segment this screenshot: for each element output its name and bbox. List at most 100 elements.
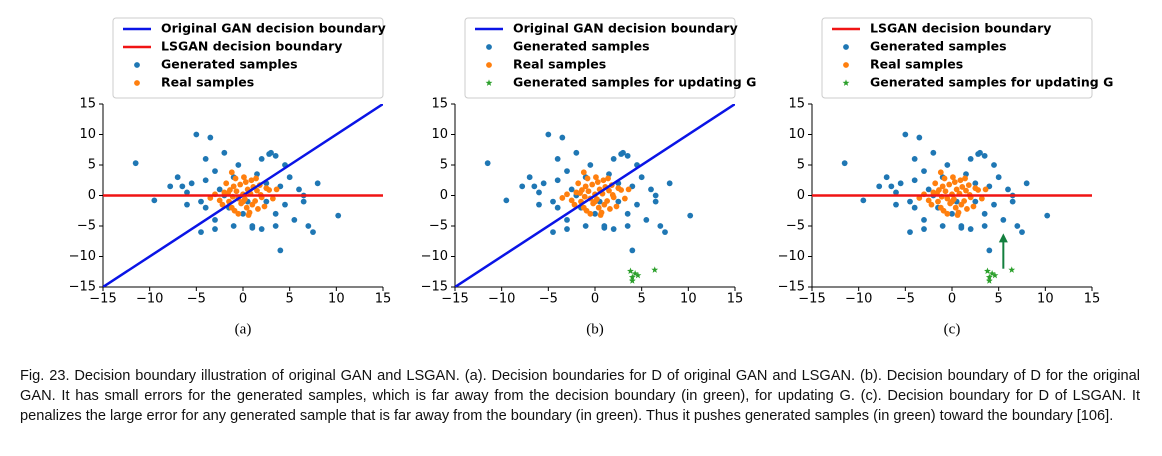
point — [212, 217, 218, 223]
point — [930, 149, 937, 156]
point — [589, 181, 596, 188]
point — [610, 226, 617, 232]
point — [592, 210, 598, 217]
point — [249, 224, 256, 231]
star-point — [1008, 266, 1016, 273]
point — [242, 179, 249, 185]
point — [965, 182, 972, 189]
point — [132, 160, 139, 167]
point — [230, 223, 237, 229]
point — [564, 217, 570, 223]
point — [893, 201, 899, 208]
point — [554, 177, 561, 184]
point — [593, 174, 599, 181]
point — [687, 212, 694, 219]
point — [592, 198, 598, 205]
x-tick-label: 5 — [286, 292, 294, 307]
legend-box — [464, 17, 736, 99]
point — [212, 168, 218, 175]
point — [269, 195, 276, 202]
point — [151, 197, 158, 204]
point — [198, 198, 204, 205]
arrow-head — [998, 233, 1008, 243]
legend-label: Generated samples for updating G — [513, 75, 756, 90]
point — [584, 175, 591, 182]
point — [1023, 180, 1030, 187]
y-tick-label: −10 — [69, 249, 96, 264]
point — [615, 198, 622, 205]
y-tick-label: 15 — [788, 97, 805, 112]
point — [526, 174, 533, 181]
point — [564, 191, 570, 198]
point — [554, 156, 561, 162]
point — [272, 210, 279, 217]
point — [991, 201, 997, 208]
point — [1044, 212, 1051, 219]
y-tick-label: −10 — [421, 249, 448, 264]
point — [939, 183, 946, 190]
star-point — [628, 273, 636, 281]
legend-marker — [843, 44, 849, 50]
point — [888, 183, 895, 190]
point — [241, 174, 247, 181]
point — [219, 201, 226, 208]
point — [254, 187, 260, 194]
point — [951, 179, 958, 185]
star-point — [985, 273, 993, 281]
x-tick-label: 10 — [680, 292, 697, 307]
point — [223, 180, 230, 187]
legend-label: Original GAN decision boundary — [161, 21, 386, 36]
point — [935, 198, 941, 205]
point — [266, 151, 273, 157]
x-tick-label: −15 — [89, 292, 116, 307]
y-tick-label: 5 — [440, 158, 448, 173]
point — [580, 169, 587, 176]
point — [188, 180, 195, 187]
point — [613, 203, 620, 210]
star-point — [988, 269, 996, 277]
point — [263, 198, 270, 205]
point — [212, 226, 218, 232]
point — [916, 134, 923, 141]
x-tick-label: −5 — [187, 292, 206, 307]
star-point — [984, 267, 991, 275]
star-point — [985, 277, 993, 284]
point — [594, 179, 601, 185]
legend-box — [821, 17, 1093, 99]
y-tick-label: −15 — [421, 280, 448, 295]
point — [902, 131, 909, 138]
point — [277, 247, 284, 254]
y-tick-label: −5 — [786, 219, 805, 234]
point — [986, 247, 993, 254]
point — [228, 169, 235, 176]
point — [981, 223, 988, 229]
legend-marker — [134, 80, 140, 86]
x-tick-label: 15 — [375, 292, 392, 307]
caption: Fig. 23. Decision boundary illustration … — [20, 368, 1140, 424]
point — [897, 180, 904, 187]
legend-box — [112, 17, 384, 99]
point — [953, 186, 960, 193]
y-tick-label: −5 — [429, 219, 448, 234]
plot-area — [812, 131, 1092, 284]
point — [550, 198, 556, 205]
point — [925, 186, 932, 193]
point — [598, 209, 605, 216]
point — [643, 217, 650, 223]
point — [911, 204, 918, 211]
legend-label: Generated samples — [870, 39, 1007, 54]
point — [618, 187, 625, 193]
y-tick-label: 5 — [797, 158, 805, 173]
point — [581, 193, 588, 200]
legend-label: Generated samples — [161, 57, 298, 72]
legend-marker — [486, 62, 492, 68]
plot-area — [103, 104, 383, 287]
point — [601, 224, 608, 231]
point — [232, 175, 239, 182]
point — [193, 131, 200, 138]
point — [564, 226, 570, 232]
point — [941, 175, 948, 182]
point — [967, 156, 974, 162]
subfigure-label: (a) — [235, 321, 252, 337]
